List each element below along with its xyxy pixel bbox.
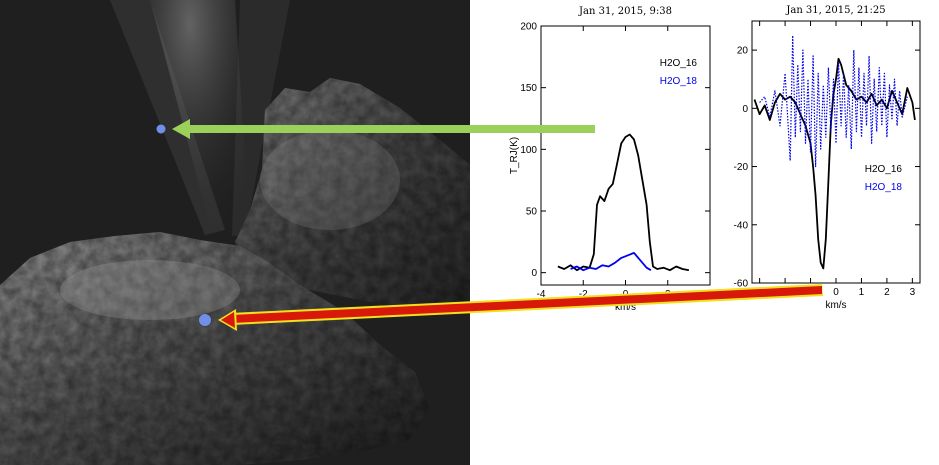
series-line-h2o-18 (570, 251, 652, 272)
x-tick-label: 1 (859, 287, 865, 298)
y-tick-label: 0 (531, 268, 537, 279)
y-tick-label: 150 (520, 83, 537, 94)
x-tick-label: -2 (781, 287, 790, 298)
x-tick-label: 2 (665, 289, 671, 300)
x-tick-label: 4 (707, 289, 713, 300)
x-tick-label: 0 (623, 289, 629, 300)
x-axis-label: km/s (615, 302, 636, 313)
x-tick-label: -3 (755, 287, 764, 298)
x-tick-label: -2 (579, 289, 588, 300)
coma-marker (156, 124, 166, 134)
y-tick-label: 20 (737, 46, 749, 57)
y-tick-label: 50 (526, 207, 538, 218)
dust-jet (150, 0, 250, 245)
series-line-h2o-16 (557, 133, 690, 272)
comet-photo (0, 0, 470, 465)
x-axis-label: km/s (825, 300, 846, 311)
y-tick-label: -20 (734, 162, 749, 173)
y-axis-label: T_RJ(K) (509, 137, 520, 174)
x-tick-label: -1 (806, 287, 815, 298)
chart-morning: Jan 31, 2015, 9:38 -4 -2 0 2 4 0 50 100 150 200 km/… (509, 6, 713, 313)
x-tick-label: 3 (910, 287, 916, 298)
series-line-h2o-18 (759, 34, 908, 168)
x-tick-label: 2 (884, 287, 890, 298)
legend-entry: H2O_18 (660, 76, 698, 87)
y-tick-label: 100 (520, 145, 537, 156)
surface-marker (199, 314, 211, 326)
plot-frame (751, 20, 921, 284)
y-tick-label: -60 (734, 279, 749, 290)
chart-title: Jan 31, 2015, 21:25 (785, 5, 885, 16)
chart-evening: Jan 31, 2015, 21:25 -3 -2 -1 0 1 2 3 -60 -40 -20 0 2… (734, 5, 921, 311)
y-tick-label: 200 (520, 22, 537, 33)
x-tick-label: -4 (537, 289, 546, 300)
x-tick-label: 0 (833, 287, 839, 298)
legend-entry: H2O_18 (865, 182, 903, 193)
y-tick-label: 0 (742, 104, 748, 115)
legend-entry: H2O_16 (865, 164, 903, 175)
chart-title: Jan 31, 2015, 9:38 (578, 6, 672, 17)
legend-entry: H2O_16 (660, 58, 698, 69)
y-tick-label: -40 (734, 220, 749, 231)
